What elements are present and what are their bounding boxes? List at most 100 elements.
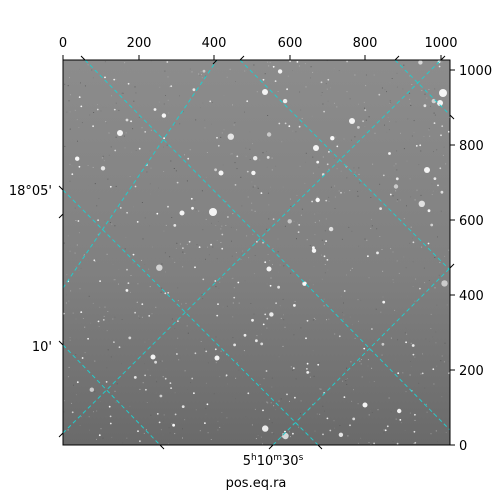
star xyxy=(415,145,418,147)
star xyxy=(138,147,141,150)
noise-speck xyxy=(425,338,427,340)
noise-speck xyxy=(69,128,71,130)
noise-speck xyxy=(106,122,107,124)
noise-speck xyxy=(437,236,438,238)
noise-speck xyxy=(406,160,408,162)
noise-speck xyxy=(363,101,365,103)
bright-star xyxy=(150,354,156,360)
star xyxy=(311,200,313,203)
star xyxy=(298,125,301,128)
noise-speck xyxy=(248,257,250,259)
ra-tick-label: 5h10m30s xyxy=(243,453,304,469)
star xyxy=(113,78,116,81)
noise-speck xyxy=(87,165,89,166)
noise-speck xyxy=(186,243,188,245)
y-tick-label: 800 xyxy=(459,139,484,154)
star xyxy=(297,231,300,234)
noise-speck xyxy=(415,372,417,374)
noise-speck xyxy=(186,325,188,327)
noise-speck xyxy=(182,111,184,113)
noise-speck xyxy=(369,349,371,351)
star xyxy=(188,240,191,243)
noise-speck xyxy=(390,102,392,104)
noise-speck xyxy=(396,72,398,74)
noise-speck xyxy=(199,74,201,76)
star xyxy=(144,131,147,133)
noise-speck xyxy=(287,75,289,77)
noise-speck xyxy=(290,205,292,207)
noise-speck xyxy=(240,259,242,260)
noise-speck xyxy=(226,76,228,78)
noise-speck xyxy=(314,430,316,432)
star xyxy=(246,100,249,103)
noise-speck xyxy=(115,78,117,80)
star xyxy=(217,144,220,147)
star xyxy=(75,156,80,161)
star xyxy=(364,109,367,112)
noise-speck xyxy=(391,78,393,79)
noise-speck xyxy=(198,210,200,212)
noise-speck xyxy=(271,422,273,424)
star xyxy=(191,206,194,210)
noise-speck xyxy=(189,97,191,99)
noise-speck xyxy=(309,279,311,281)
noise-speck xyxy=(409,102,411,104)
noise-speck xyxy=(328,196,330,198)
noise-speck xyxy=(409,75,411,77)
star xyxy=(322,433,324,436)
noise-speck xyxy=(158,101,160,103)
noise-speck xyxy=(288,435,290,436)
star xyxy=(205,350,208,353)
noise-speck xyxy=(340,170,342,172)
noise-speck xyxy=(290,272,292,274)
noise-speck xyxy=(441,396,443,398)
noise-speck xyxy=(229,68,231,70)
star xyxy=(202,278,205,281)
noise-speck xyxy=(445,196,447,198)
noise-speck xyxy=(108,132,110,134)
star xyxy=(214,280,217,282)
star xyxy=(118,346,121,349)
noise-speck xyxy=(132,128,134,130)
noise-speck xyxy=(407,342,409,344)
noise-speck xyxy=(334,102,335,104)
star xyxy=(169,382,172,384)
noise-speck xyxy=(382,355,384,357)
noise-speck xyxy=(442,154,444,156)
star xyxy=(167,291,170,294)
noise-speck xyxy=(381,87,383,89)
noise-speck xyxy=(260,436,262,438)
noise-speck xyxy=(414,419,416,421)
noise-speck xyxy=(96,205,98,207)
noise-speck xyxy=(284,326,286,328)
noise-speck xyxy=(428,341,430,342)
noise-speck xyxy=(390,411,392,413)
noise-speck xyxy=(174,392,176,394)
star xyxy=(330,136,335,141)
noise-speck xyxy=(165,224,167,226)
noise-speck xyxy=(330,87,331,89)
noise-speck xyxy=(199,430,201,432)
noise-speck xyxy=(410,361,411,362)
star xyxy=(292,367,295,370)
bright-star xyxy=(179,210,185,216)
star xyxy=(156,264,163,271)
noise-speck xyxy=(428,129,430,131)
noise-speck xyxy=(222,164,224,166)
noise-speck xyxy=(350,361,352,363)
star xyxy=(287,219,292,224)
noise-speck xyxy=(205,407,207,409)
noise-speck xyxy=(89,429,91,431)
noise-speck xyxy=(219,376,221,378)
noise-speck xyxy=(257,187,259,189)
noise-speck xyxy=(295,378,297,380)
noise-speck xyxy=(92,302,94,304)
noise-speck xyxy=(167,99,169,101)
star xyxy=(315,197,320,203)
star xyxy=(438,65,441,68)
noise-speck xyxy=(432,336,434,338)
noise-speck xyxy=(141,316,143,318)
noise-speck xyxy=(406,205,407,207)
noise-speck xyxy=(325,83,327,85)
noise-speck xyxy=(94,183,96,185)
